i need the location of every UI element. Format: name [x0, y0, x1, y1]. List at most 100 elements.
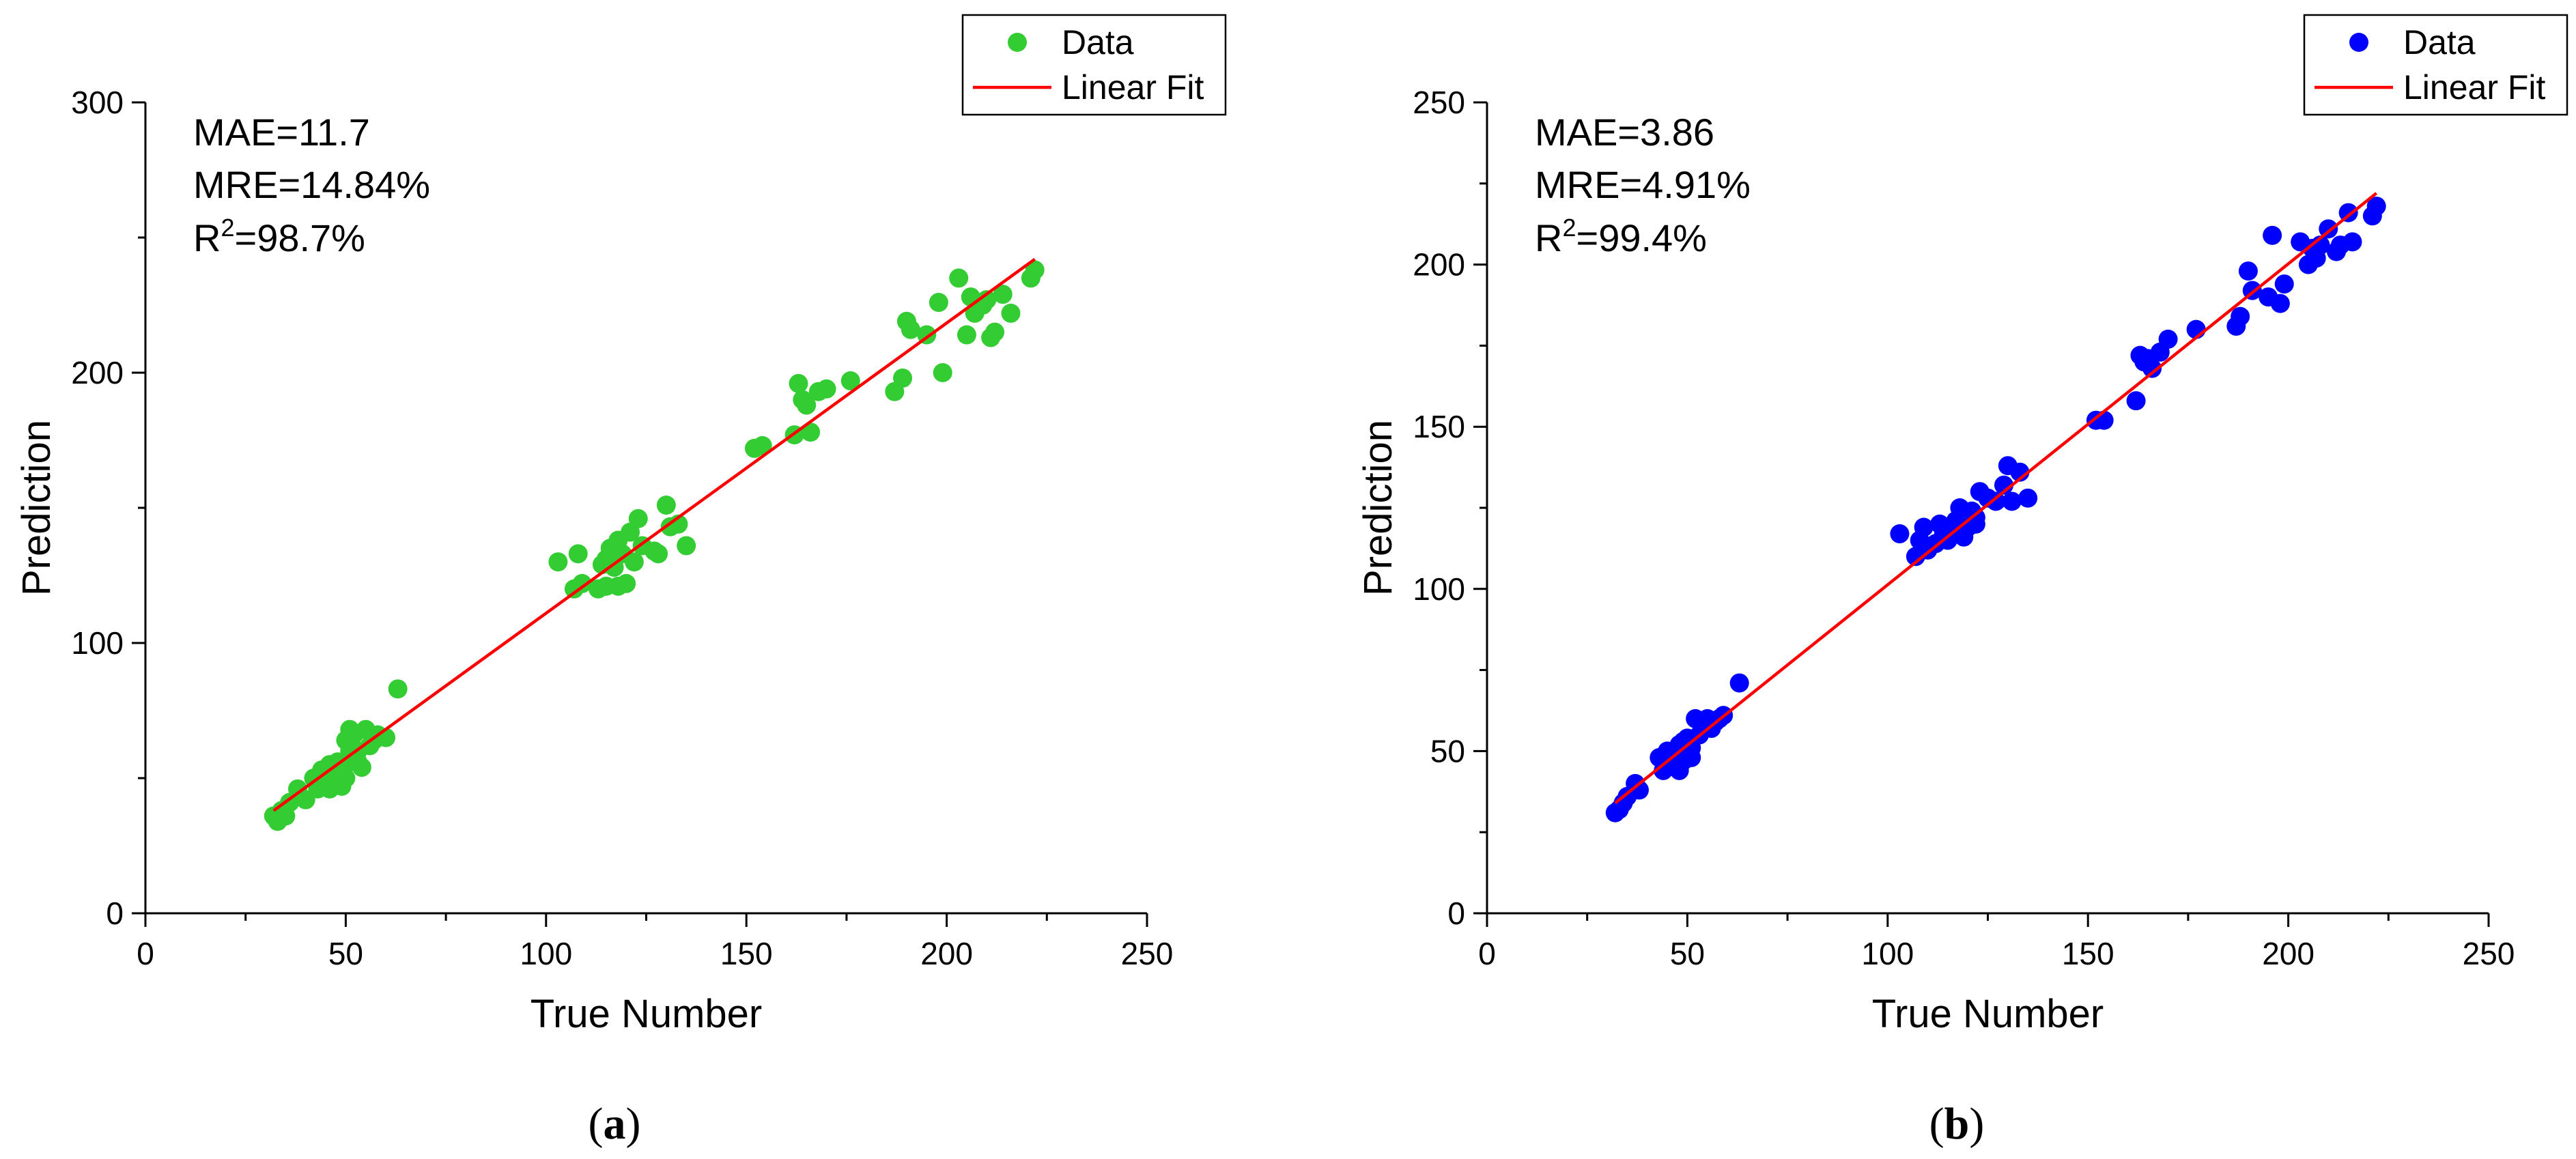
chart-a-data-point — [677, 536, 696, 556]
chart-b-data-point — [2270, 294, 2290, 313]
chart-a-mre-label: MRE=14.84% — [193, 163, 430, 206]
chart-panel-b: 0 50 100 150 200 250 0 50 100 150 200 250 True Numbe… — [1356, 14, 2568, 1149]
chart-a-data-point — [1001, 303, 1021, 323]
chart-a-data-point — [1025, 260, 1045, 280]
chart-b-data-point — [2238, 261, 2258, 281]
chart-a-data-point — [901, 319, 920, 339]
chart-b-y-tick-label: 250 — [1413, 85, 1465, 120]
chart-b-data-point — [1994, 475, 2013, 495]
chart-b-r2-value: =99.4% — [1576, 216, 1707, 259]
chart-a-r2-value: =98.7% — [234, 216, 365, 259]
chart-a-x-tick-label: 250 — [1121, 936, 1174, 971]
chart-b-data-point — [1914, 517, 1934, 537]
chart-a-y-tick-label: 100 — [71, 625, 124, 661]
chart-a-r2-superscript: 2 — [221, 214, 234, 242]
chart-b-x-tick-label: 100 — [1861, 936, 1914, 971]
chart-a-x-tick-label: 50 — [328, 936, 363, 971]
chart-a-mae-label: MAE=11.7 — [193, 111, 370, 154]
chart-a-data-point — [617, 573, 636, 593]
chart-b-data-point — [1890, 524, 1910, 544]
chart-a-data-point — [752, 435, 772, 455]
chart-a-legend: Data Linear Fit — [961, 14, 1227, 116]
chart-b-r2-prefix: R — [1535, 216, 1562, 259]
chart-b-mre-label: MRE=4.91% — [1535, 163, 1751, 206]
chart-b-legend-box — [2303, 14, 2568, 116]
chart-b-data-point — [2094, 410, 2114, 430]
chart-a-data-point — [656, 496, 676, 515]
chart-b-data-point — [2343, 232, 2362, 252]
chart-b-data-point — [2018, 488, 2038, 508]
chart-b-data-point — [2002, 491, 2022, 511]
chart-b-legend-data-marker — [2349, 33, 2368, 52]
chart-b-data-point — [2274, 274, 2294, 294]
chart-b-x-tick-label: 50 — [1670, 936, 1705, 971]
chart-b-y-tick-label: 100 — [1413, 571, 1465, 607]
chart-b-data-point — [2158, 329, 2178, 349]
chart-panel-a: 0 50 100 150 200 250 0 100 200 300 True Number Pred… — [14, 14, 1227, 1149]
chart-a-x-tick-label: 100 — [520, 936, 572, 971]
chart-a-y-axis-title: Prediction — [14, 420, 59, 596]
chart-a-y-tick-label: 300 — [71, 85, 124, 120]
chart-a-data-point — [893, 368, 913, 388]
chart-a-panel-label: (a) — [589, 1099, 641, 1149]
chart-a-data-point — [949, 268, 969, 288]
chart-b-data-point — [2126, 391, 2146, 411]
chart-a-y-tick-label: 200 — [71, 355, 124, 390]
chart-a-data-point — [388, 679, 408, 699]
chart-a-r2-label: R2=98.7% — [193, 214, 365, 259]
chart-a-data-point — [957, 325, 976, 345]
chart-b-data-point — [2231, 306, 2250, 326]
chart-a-data-point — [789, 373, 808, 393]
chart-b-y-tick-label: 150 — [1413, 409, 1465, 444]
chart-a-data-point — [568, 544, 588, 564]
chart-b-linear-fit-line — [1614, 192, 2378, 805]
chart-b-data-point — [2263, 225, 2282, 245]
chart-a-data-point — [801, 423, 821, 442]
chart-b-legend-data-label: Data — [2403, 23, 2476, 61]
chart-b-y-tick-label: 200 — [1413, 247, 1465, 283]
chart-b-data-point — [1986, 491, 2006, 511]
chart-a-r2-prefix: R — [193, 216, 221, 259]
chart-b-panel-label: (b) — [1929, 1099, 1985, 1149]
chart-b-x-tick-label: 150 — [2062, 936, 2114, 971]
chart-a-x-tick-label: 150 — [720, 936, 773, 971]
chart-a-data-point — [548, 552, 568, 572]
chart-a-panel-label-open: ( — [589, 1099, 604, 1149]
chart-a-data-point — [352, 758, 371, 777]
chart-a-data-point — [628, 509, 648, 528]
chart-a-data-point — [933, 363, 952, 382]
chart-b-panel-label-letter: b — [1944, 1099, 1970, 1149]
chart-a-data-point — [649, 544, 668, 564]
chart-a-data-point — [840, 371, 860, 390]
chart-b-legend-fit-label: Linear Fit — [2403, 68, 2546, 106]
chart-a-data-point — [817, 379, 836, 399]
chart-a-legend-data-marker — [1008, 33, 1027, 52]
chart-b-data-point — [1966, 514, 1985, 534]
chart-a-data-point — [572, 573, 592, 593]
chart-b-x-axis-title: True Number — [1872, 992, 2104, 1036]
chart-b-panel-label-open: ( — [1929, 1099, 1944, 1149]
chart-b-x-tick-label: 250 — [2463, 936, 2515, 971]
chart-b-x-tick-label: 200 — [2262, 936, 2315, 971]
chart-b-data-point — [2366, 197, 2386, 216]
chart-a-data-point — [985, 322, 1005, 342]
chart-b-mae-label: MAE=3.86 — [1535, 111, 1714, 154]
chart-a-panel-label-letter: a — [604, 1099, 626, 1149]
chart-a-data-point — [336, 769, 356, 788]
chart-b-r2-label: R2=99.4% — [1535, 214, 1707, 259]
chart-b-data-point — [1629, 780, 1649, 800]
chart-b-data-point — [2142, 358, 2162, 378]
chart-a-data-point — [624, 552, 644, 572]
chart-b-data-point — [2338, 203, 2358, 223]
chart-a-panel-label-close: ) — [626, 1099, 641, 1149]
chart-a-legend-data-label: Data — [1062, 23, 1134, 61]
chart-a-data-point — [929, 293, 948, 313]
chart-a-x-tick-label: 0 — [137, 936, 154, 971]
chart-b-y-tick-label: 0 — [1447, 896, 1465, 931]
chart-a-legend-fit-label: Linear Fit — [1062, 68, 1204, 106]
chart-a-data-point — [993, 285, 1013, 304]
chart-a-legend-box — [961, 14, 1227, 116]
chart-a-x-tick-label: 200 — [920, 936, 973, 971]
